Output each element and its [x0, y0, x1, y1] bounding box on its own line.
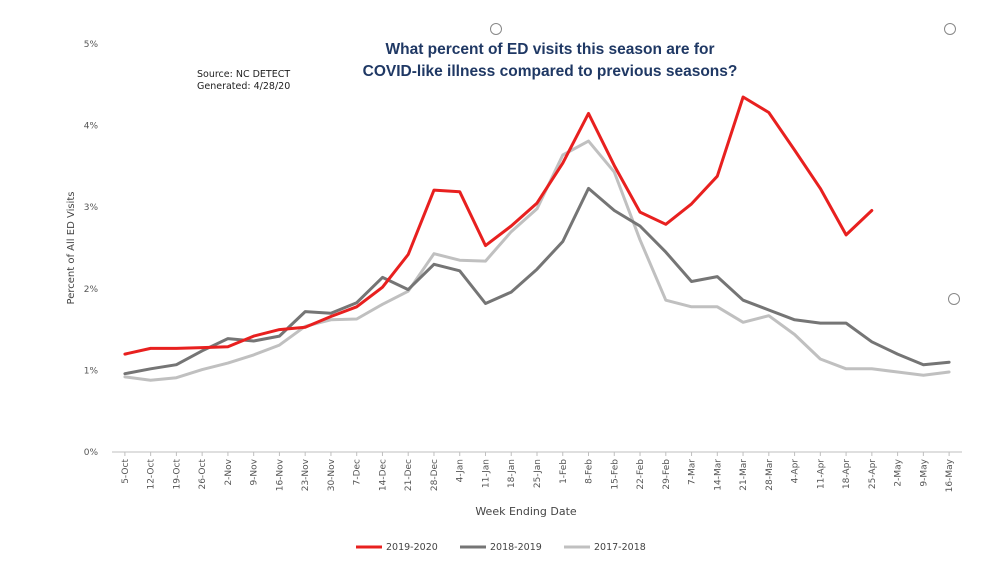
x-tick-label: 16-May	[945, 458, 955, 492]
source-label: Source: NC DETECT	[197, 69, 291, 80]
y-tick-label: 1%	[84, 366, 99, 376]
x-tick-label: 25-Apr	[868, 459, 878, 489]
chart-title-line-2: COVID-like illness compared to previous …	[362, 63, 738, 80]
y-tick-label: 3%	[84, 203, 99, 213]
top-handle-icon	[490, 23, 502, 35]
series-line-2019-2020	[123, 95, 874, 356]
legend-label-2017-2018: 2017-2018	[594, 542, 646, 553]
x-tick-label: 2-Nov	[224, 458, 234, 485]
y-tick-label: 4%	[84, 122, 99, 132]
x-tick-label: 22-Feb	[636, 459, 646, 490]
x-axis-label: Week Ending Date	[475, 505, 577, 518]
x-tick-label: 4-Apr	[791, 459, 801, 484]
y-tick-label: 5%	[84, 40, 99, 50]
x-tick-label: 28-Dec	[430, 459, 440, 491]
x-tick-label: 15-Feb	[610, 459, 620, 490]
legend-label-2018-2019: 2018-2019	[490, 542, 542, 553]
generated-date-label: Generated: 4/28/20	[197, 81, 291, 92]
right-handle-icon	[948, 293, 960, 305]
legend: 2019-2020 2018-2019 2017-2018	[356, 542, 646, 553]
x-tick-label: 12-Oct	[147, 459, 157, 490]
y-tick-label: 2%	[84, 285, 99, 295]
series-line-2018-2019	[123, 186, 951, 376]
x-tick-label: 14-Dec	[378, 459, 388, 491]
x-tick-label: 28-Mar	[765, 459, 775, 491]
x-tick-label: 18-Apr	[842, 459, 852, 489]
x-tick-label: 9-May	[919, 458, 929, 486]
x-tick-label: 7-Dec	[353, 459, 363, 485]
x-tick-label: 23-Nov	[301, 458, 311, 491]
x-tick-label: 9-Nov	[250, 458, 260, 485]
x-tick-label: 8-Feb	[585, 459, 595, 484]
legend-label-2019-2020: 2019-2020	[386, 542, 438, 553]
x-tick-label: 11-Jan	[481, 459, 491, 488]
x-tick-label: 2-May	[894, 458, 904, 486]
x-tick-label: 30-Nov	[327, 458, 337, 491]
x-tick-label: 1-Feb	[559, 459, 569, 484]
x-tick-label: 21-Dec	[404, 459, 414, 491]
x-tick-label: 11-Apr	[816, 459, 826, 489]
series-line-2017-2018	[123, 139, 951, 382]
x-tick-label: 25-Jan	[533, 459, 543, 488]
chart-title-line-1: What percent of ED visits this season ar…	[385, 41, 715, 58]
x-tick-label: 19-Oct	[172, 459, 182, 490]
x-tick-label: 14-Mar	[713, 459, 723, 491]
x-tick-label: 26-Oct	[198, 459, 208, 490]
x-tick-label: 18-Jan	[507, 459, 517, 488]
x-tick-label: 7-Mar	[688, 459, 698, 485]
top-right-handle-icon	[944, 23, 956, 35]
x-tick-label: 16-Nov	[275, 458, 285, 491]
x-tick-label: 4-Jan	[456, 459, 466, 482]
x-tick-label: 21-Mar	[739, 459, 749, 491]
y-tick-label: 0%	[84, 448, 99, 458]
y-axis-label: Percent of All ED Visits	[66, 192, 77, 305]
x-tick-label: 5-Oct	[121, 459, 131, 484]
x-tick-label: 29-Feb	[662, 459, 672, 490]
